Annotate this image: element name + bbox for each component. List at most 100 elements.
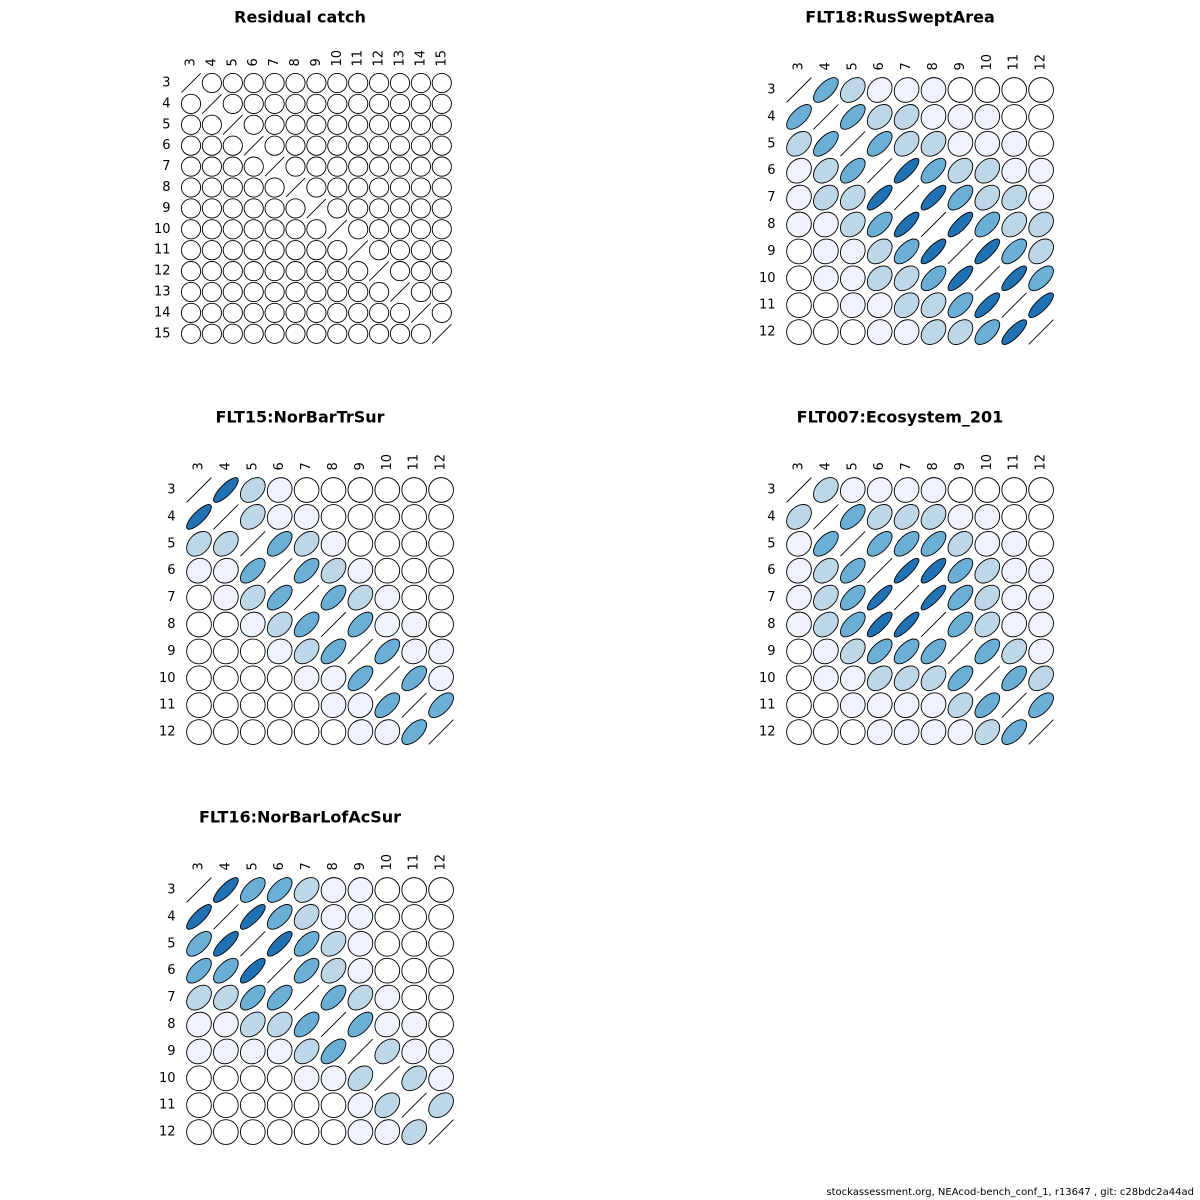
correlation-ellipse (186, 1065, 212, 1092)
correlation-ellipse (266, 1011, 293, 1038)
correlation-ellipse (813, 77, 839, 103)
correlation-ellipse (920, 292, 947, 319)
correlation-ellipse (428, 557, 454, 584)
correlation-ellipse (186, 638, 212, 665)
correlation-ellipse (180, 302, 202, 323)
column-tick-label: 11 (407, 454, 422, 471)
correlation-ellipse (213, 957, 239, 984)
diagonal-cell-line (893, 184, 920, 211)
diagonal-cell-line (293, 984, 320, 1011)
correlation-ellipse (180, 177, 202, 198)
correlation-ellipse (410, 240, 431, 261)
diagonal-cell-line (347, 638, 374, 665)
row-tick-label: 3 (167, 483, 175, 498)
correlation-ellipse (285, 240, 306, 261)
correlation-ellipse (428, 1038, 454, 1065)
correlation-ellipse (264, 93, 285, 114)
correlation-ellipse (293, 1092, 320, 1119)
diagonal-cell-line (867, 558, 893, 584)
correlation-ellipse (239, 877, 266, 903)
correlation-ellipse (374, 557, 401, 584)
correlation-ellipse (974, 504, 1001, 530)
correlation-ellipse (893, 557, 920, 584)
correlation-ellipse (1028, 265, 1054, 292)
correlation-ellipse (389, 302, 411, 323)
panel-title: FLT007:Ecosystem_201 (797, 408, 1004, 427)
correlation-ellipse (213, 1119, 239, 1145)
correlation-ellipse (285, 156, 306, 177)
diagonal-cell-line (327, 219, 348, 240)
panel-title: Residual catch (234, 8, 366, 27)
diagonal-cell-line (293, 584, 320, 611)
column-tick-label: 9 (353, 462, 368, 470)
column-tick-label: 6 (246, 58, 261, 66)
correlation-ellipse (813, 130, 839, 157)
correlation-ellipse (401, 1011, 428, 1038)
correlation-ellipse (266, 904, 293, 930)
correlation-ellipse (786, 265, 812, 292)
correlation-ellipse (239, 1092, 266, 1119)
column-tick-label: 5 (225, 58, 240, 66)
column-tick-label: 8 (288, 58, 303, 66)
correlation-ellipse (893, 504, 920, 530)
correlation-ellipse (947, 184, 974, 211)
correlation-ellipse (974, 157, 1001, 184)
correlation-ellipse (374, 957, 401, 984)
correlation-ellipse (293, 477, 320, 503)
correlation-ellipse (264, 281, 285, 303)
correlation-ellipse (893, 265, 920, 292)
correlation-ellipse (320, 930, 347, 957)
row-tick-label: 11 (759, 698, 776, 713)
diagonal-cell-line (1001, 692, 1027, 718)
row-tick-label: 6 (167, 963, 175, 978)
correlation-ellipse (786, 319, 812, 345)
correlation-ellipse (266, 477, 293, 503)
correlation-ellipse (264, 135, 285, 156)
correlation-ellipse (293, 1011, 320, 1038)
correlation-ellipse (401, 719, 428, 745)
diagonal-cell-line (1028, 719, 1054, 745)
correlation-ellipse (320, 692, 347, 719)
correlation-ellipse (320, 557, 347, 584)
correlation-ellipse (920, 530, 947, 557)
correlation-ellipse (1001, 611, 1028, 638)
correlation-ellipse (327, 93, 348, 114)
row-tick-label: 7 (167, 590, 175, 605)
correlation-ellipse (327, 72, 348, 94)
correlation-ellipse (285, 114, 306, 135)
correlation-ellipse (239, 584, 266, 611)
correlation-ellipse (320, 984, 347, 1011)
row-tick-label: 10 (759, 671, 776, 686)
correlation-ellipse (866, 530, 893, 557)
correlation-ellipse (428, 930, 454, 957)
correlation-ellipse (1001, 504, 1028, 530)
row-tick-label: 7 (767, 590, 775, 605)
correlation-ellipse (320, 1119, 347, 1145)
correlation-ellipse (431, 177, 452, 198)
row-tick-label: 4 (767, 109, 775, 124)
column-tick-label: 6 (872, 62, 887, 70)
column-tick-label: 6 (872, 462, 887, 470)
correlation-ellipse (374, 984, 401, 1011)
correlation-ellipse (431, 114, 452, 135)
correlation-ellipse (947, 477, 974, 503)
column-tick-label: 11 (407, 854, 422, 871)
correlation-ellipse (293, 504, 320, 530)
correlation-ellipse (920, 638, 947, 665)
correlation-ellipse (347, 877, 374, 903)
correlation-ellipse (974, 530, 1001, 557)
column-tick-label: 12 (1034, 454, 1049, 471)
correlation-ellipse (369, 219, 390, 240)
correlation-ellipse (222, 281, 243, 303)
column-tick-label: 8 (926, 462, 941, 470)
correlation-ellipse (1001, 638, 1028, 665)
correlation-ellipse (348, 198, 369, 219)
correlation-ellipse (264, 177, 285, 198)
diagonal-cell-line (410, 302, 431, 323)
column-tick-label: 11 (351, 50, 366, 67)
correlation-ellipse (947, 504, 974, 530)
correlation-ellipse (243, 240, 264, 261)
correlation-ellipse (213, 557, 239, 584)
column-tick-label: 14 (413, 50, 428, 67)
correlation-ellipse (1028, 584, 1054, 611)
